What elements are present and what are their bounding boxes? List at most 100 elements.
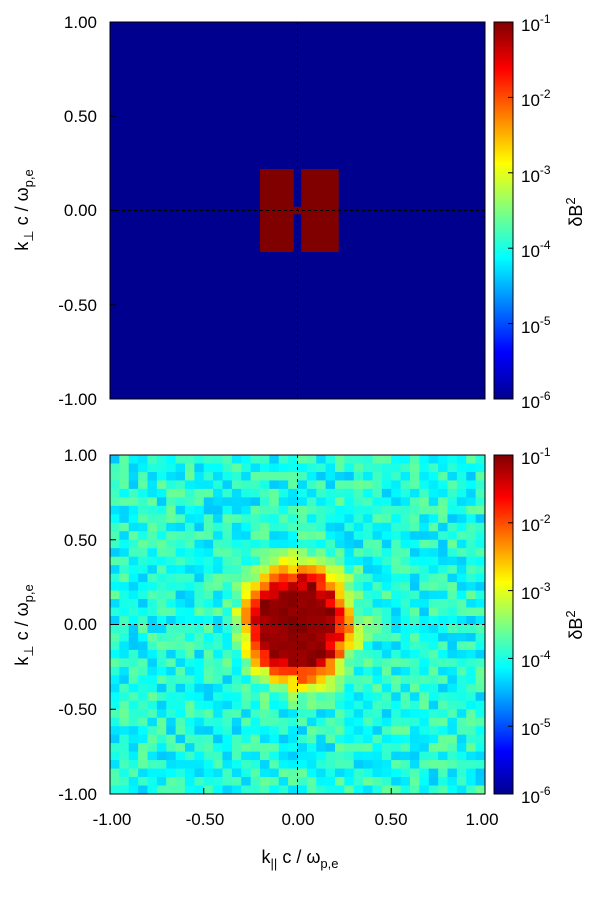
heatmap-cell: [381, 590, 392, 600]
heatmap-cell: [363, 573, 373, 583]
heatmap-cell: [456, 743, 467, 753]
heatmap-cell: [306, 751, 317, 761]
heatmap-cell: [175, 641, 186, 651]
heatmap-cell: [185, 463, 195, 473]
heatmap-cell: [297, 709, 308, 719]
heatmap-cell: [250, 768, 261, 778]
heatmap-cell: [297, 743, 308, 753]
heatmap-cell: [438, 522, 448, 532]
heatmap-cell: [278, 505, 289, 515]
heatmap-cell: [363, 632, 373, 642]
heatmap-cell: [400, 616, 411, 625]
heatmap-cell: [447, 565, 458, 575]
heatmap-cell: [466, 624, 477, 634]
heatmap-cell: [335, 471, 345, 481]
heatmap-cell: [269, 658, 280, 668]
heatmap-cell: [250, 692, 261, 702]
heatmap-cell: [335, 548, 345, 558]
heatmap-cell: [241, 455, 252, 464]
heatmap-cell: [260, 505, 270, 515]
heatmap-cell: [335, 480, 345, 490]
heatmap-cell: [166, 539, 177, 549]
heatmap-cell: [138, 590, 148, 600]
heatmap-cell: [325, 582, 336, 591]
heatmap-cell: [400, 641, 411, 651]
heatmap-cell: [138, 768, 148, 778]
heatmap-cell: [391, 734, 402, 744]
heatmap-cell: [363, 700, 373, 710]
heatmap-cell: [138, 607, 148, 617]
heatmap-cell: [147, 743, 158, 753]
heatmap-cell: [325, 658, 336, 668]
heatmap-cell: [269, 548, 280, 558]
heatmap-cell: [306, 590, 317, 600]
heatmap-cell: [166, 751, 177, 761]
heatmap-cell: [353, 497, 364, 507]
heatmap-cell: [400, 683, 411, 693]
heatmap-cell: [250, 497, 261, 507]
heatmap-cell: [138, 709, 148, 719]
heatmap-cell: [297, 488, 308, 498]
heatmap-cell: [297, 624, 308, 634]
heatmap-cell: [119, 768, 130, 778]
heatmap-cell: [194, 556, 205, 566]
heatmap-cell: [213, 531, 223, 541]
heatmap-cell: [203, 582, 214, 591]
heatmap-cell: [278, 726, 289, 736]
heatmap-cell: [475, 455, 486, 464]
heatmap-cell: [325, 649, 336, 659]
heatmap-cell: [381, 666, 392, 676]
heatmap-cell: [316, 573, 327, 583]
heatmap-cell: [185, 599, 195, 608]
heatmap-cell: [147, 683, 158, 693]
heatmap-cell: [241, 624, 252, 634]
heatmap-cell: [381, 717, 392, 727]
heatmap-cell: [175, 582, 186, 591]
heatmap-cell: [381, 505, 392, 515]
heatmap-cell: [138, 760, 148, 769]
heatmap-cell: [428, 717, 439, 727]
heatmap-cell: [456, 709, 467, 719]
heatmap-cell: [353, 556, 364, 566]
heatmap-cell: [222, 505, 233, 515]
heatmap-cell: [381, 573, 392, 583]
heatmap-cell: [269, 582, 280, 591]
heatmap-cell: [325, 463, 336, 473]
heatmap-cell: [316, 641, 327, 651]
heatmap-cell: [138, 785, 148, 795]
heatmap-cell: [344, 683, 355, 693]
heatmap-cell: [316, 751, 327, 761]
heatmap-cell: [306, 692, 317, 702]
heatmap-cell: [166, 488, 177, 498]
heatmap-cell: [297, 632, 308, 642]
heatmap-cell: [241, 616, 252, 625]
heatmap-cell: [250, 717, 261, 727]
heatmap-cell: [175, 692, 186, 702]
heatmap-cell: [156, 548, 167, 558]
heatmap-cell: [306, 497, 317, 507]
heatmap-cell: [213, 455, 223, 464]
heatmap-cell: [428, 556, 439, 566]
heatmap-cell: [166, 692, 177, 702]
heatmap-cell: [372, 607, 383, 617]
heatmap-cell: [372, 743, 383, 753]
heatmap-cell: [456, 649, 467, 659]
heatmap-cell: [278, 539, 289, 549]
heatmap-cell: [438, 607, 448, 617]
heatmap-cell: [222, 717, 233, 727]
heatmap-cell: [419, 717, 430, 727]
heatmap-cell: [231, 616, 242, 625]
heatmap-cell: [344, 531, 355, 541]
heatmap-cell: [241, 599, 252, 608]
heatmap-cell: [466, 582, 477, 591]
heatmap-cell: [297, 599, 308, 608]
heatmap-cell: [194, 497, 205, 507]
heatmap-cell: [156, 539, 167, 549]
heatmap-cell: [363, 760, 373, 769]
heatmap-cell: [306, 548, 317, 558]
heatmap-cell: [306, 700, 317, 710]
heatmap-cell: [269, 649, 280, 659]
heatmap-cell: [316, 700, 327, 710]
heatmap-cell: [147, 632, 158, 642]
heatmap-cell: [381, 480, 392, 490]
